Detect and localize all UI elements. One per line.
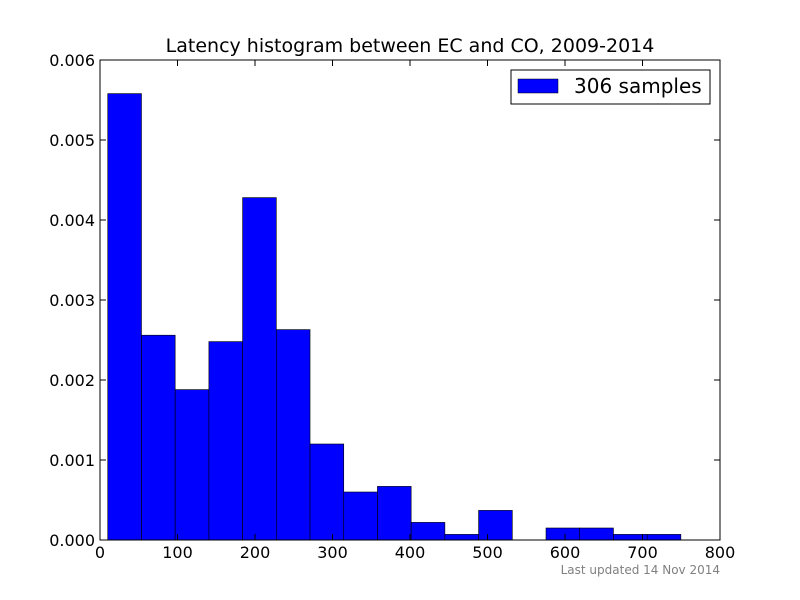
x-tick-label: 100 <box>162 543 193 562</box>
histogram-bar <box>545 527 581 541</box>
x-tick-label: 300 <box>317 543 348 562</box>
y-tick-label: 0.003 <box>49 291 95 310</box>
histogram-bar <box>174 389 210 541</box>
x-tick-label: 800 <box>705 543 736 562</box>
legend-swatch <box>517 78 559 94</box>
chart-title: Latency histogram between EC and CO, 200… <box>166 35 655 57</box>
ticks-group: 0 100 200 300 400 500 600 700 800 0.000 0.001 0.002… <box>49 51 735 562</box>
y-tick-label: 0.002 <box>49 371 95 390</box>
x-tick-label: 700 <box>627 543 658 562</box>
plot-frame <box>99 59 721 541</box>
histogram-bar <box>377 486 412 541</box>
histogram-bar <box>478 510 513 541</box>
histogram-bar <box>276 329 311 541</box>
y-tick-label: 0.001 <box>49 451 95 470</box>
last-updated-note: Last updated 14 Nov 2014 <box>561 563 720 577</box>
histogram-bar <box>646 534 682 541</box>
x-tick-label: 0 <box>95 543 105 562</box>
histogram-bar <box>208 341 243 541</box>
y-tick-label: 0.000 <box>49 531 95 550</box>
x-tick-label: 600 <box>550 543 581 562</box>
legend: 306 samples <box>510 69 711 105</box>
histogram-bar <box>343 491 378 541</box>
histogram-bar <box>107 93 142 541</box>
bars-group <box>107 93 682 541</box>
histogram-bar <box>579 527 614 541</box>
legend-label: 306 samples <box>574 74 702 98</box>
histogram-bar <box>141 334 176 541</box>
x-tick-label: 500 <box>472 543 503 562</box>
y-tick-label: 0.004 <box>49 211 95 230</box>
y-tick-label: 0.005 <box>49 131 95 150</box>
histogram-bar <box>309 443 345 541</box>
x-tick-label: 200 <box>240 543 271 562</box>
histogram-bar <box>410 522 446 541</box>
x-tick-label: 400 <box>395 543 426 562</box>
y-tick-label: 0.006 <box>49 51 95 70</box>
histogram-bar <box>242 197 277 541</box>
histogram-bar <box>444 534 479 541</box>
